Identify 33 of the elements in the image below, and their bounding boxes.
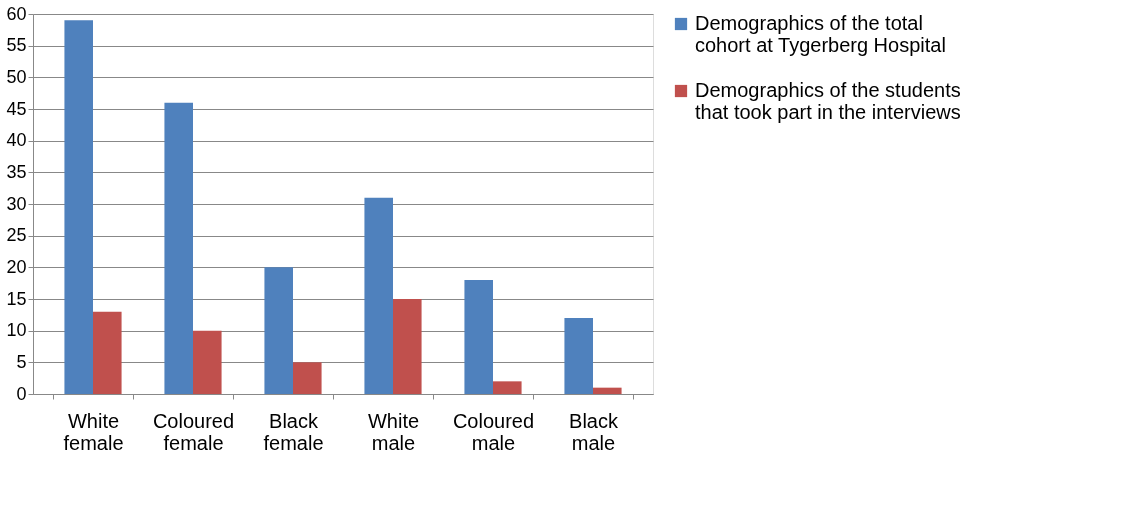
y-tick-label: 30: [6, 193, 27, 214]
bar: [64, 20, 93, 394]
y-tick-label: 20: [6, 256, 27, 277]
y-tick-label: 5: [16, 351, 27, 372]
legend-label: Demographics of the students that took part in the interviews: [695, 79, 961, 123]
bar: [293, 362, 322, 394]
y-tick-label: 10: [6, 320, 27, 341]
y-tick-label: 40: [6, 130, 27, 151]
x-tick-label: Black female: [263, 409, 324, 454]
x-tick-label: Coloured male: [452, 409, 535, 454]
y-tick-label: 25: [6, 225, 27, 246]
x-tick-label: White male: [367, 409, 420, 454]
bar: [564, 318, 593, 394]
y-tick-label: 35: [6, 161, 27, 182]
bar: [493, 381, 522, 394]
bar: [93, 311, 122, 394]
y-tick-label: 15: [6, 288, 27, 309]
y-tick-label: 50: [6, 66, 27, 87]
y-tick-label: 55: [6, 35, 27, 56]
legend-label: Demographics of the total cohort at Tygerberg Hospital: [695, 12, 946, 56]
y-tick-label: 0: [16, 383, 27, 404]
bar: [164, 102, 193, 394]
bar: [193, 330, 222, 394]
bar: [593, 387, 622, 394]
bar: [364, 197, 393, 394]
x-tick-label: White female: [63, 409, 124, 454]
y-tick-label: 60: [6, 3, 27, 24]
x-tick-label: Coloured female: [152, 409, 235, 454]
bar: [464, 280, 493, 394]
bar: [393, 299, 422, 394]
y-tick-label: 45: [6, 98, 27, 119]
bar: [264, 267, 293, 394]
x-tick-label: Black male: [569, 409, 619, 454]
